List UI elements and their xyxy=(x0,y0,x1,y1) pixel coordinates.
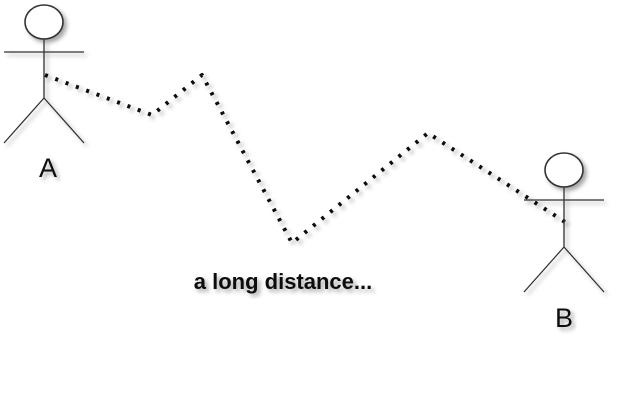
actor-b-right-leg xyxy=(563,246,605,293)
actor-b-head xyxy=(544,152,584,188)
actor-a-figure xyxy=(3,4,85,144)
actor-a-right-leg xyxy=(43,97,85,144)
actor-b-label: B xyxy=(555,303,573,333)
diagram-caption: a long distance... xyxy=(194,269,372,294)
actor-a-label: A xyxy=(39,153,57,183)
actor-a-left-leg xyxy=(3,97,45,144)
dotted-route xyxy=(44,73,567,245)
actor-a-head xyxy=(24,4,64,40)
actor-b-left-leg xyxy=(523,246,565,293)
actor-b-figure xyxy=(523,152,605,293)
